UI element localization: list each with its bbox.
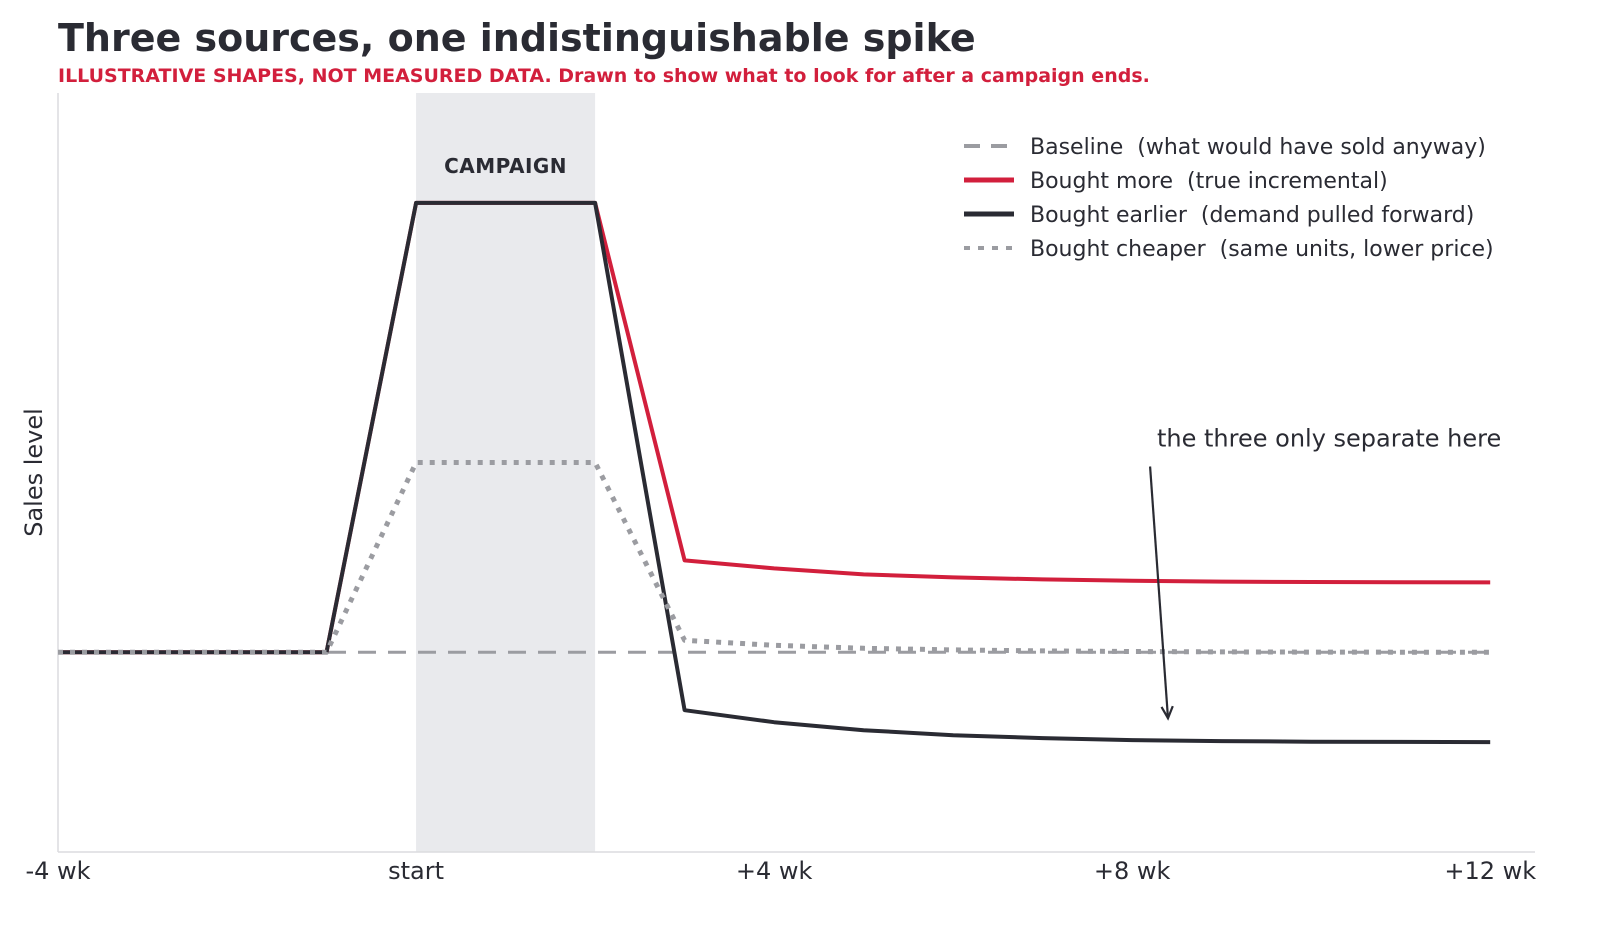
series-line-3 [58, 460, 1491, 655]
x-tick-label-0: -4 wk [25, 857, 90, 885]
campaign-band-layer: CAMPAIGN [416, 93, 596, 852]
legend-label-1: Bought more (true incremental) [1030, 169, 1388, 194]
chart-title: Three sources, one indistinguishable spi… [58, 16, 976, 60]
x-tick-label-4: +12 wk [1444, 857, 1536, 885]
annotation-text: the three only separate here [1157, 425, 1501, 453]
annotation-arrowhead [1160, 705, 1174, 721]
legend-label-0: Baseline (what would have sold anyway) [1030, 135, 1486, 160]
annotation-layer: the three only separate here [1148, 425, 1501, 721]
x-tick-label-3: +8 wk [1094, 857, 1171, 885]
x-tick-label-1: start [388, 857, 444, 885]
annotation-arrow [1148, 466, 1170, 719]
campaign-band [416, 93, 596, 852]
series-layer [58, 200, 1491, 745]
campaign-band-label: CAMPAIGN [444, 154, 567, 178]
legend: Baseline (what would have sold anyway) Bo… [964, 135, 1494, 262]
x-tick-label-2: +4 wk [736, 857, 813, 885]
y-axis-label: Sales level [20, 408, 48, 537]
axes: -4 wk start +4 wk +8 wk +12 wk Sales level [20, 93, 1536, 885]
legend-label-2: Bought earlier (demand pulled forward) [1030, 203, 1474, 228]
legend-label-3: Bought cheaper (same units, lower price) [1030, 237, 1494, 262]
chart-subtitle: ILLUSTRATIVE SHAPES, NOT MEASURED DATA. … [58, 65, 1150, 87]
series-line-2 [58, 200, 1491, 745]
